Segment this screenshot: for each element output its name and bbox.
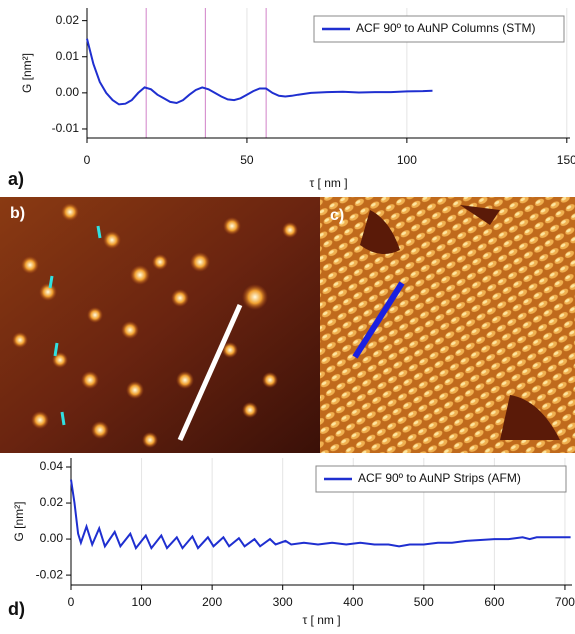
panel-label: d) xyxy=(8,599,25,619)
y-tick-label: 0.02 xyxy=(40,495,64,509)
legend-label: ACF 90º to AuNP Columns (STM) xyxy=(356,21,536,35)
x-tick-label: 0 xyxy=(84,153,91,167)
data-line xyxy=(86,38,433,106)
x-tick-label: 150 xyxy=(557,153,575,167)
y-axis-label: G [nm²] xyxy=(20,53,34,93)
y-tick-label: -0.01 xyxy=(52,121,80,135)
y-tick-label: 0.00 xyxy=(40,531,64,545)
x-tick-label: 100 xyxy=(397,153,417,167)
y-tick-label: 0.01 xyxy=(56,49,80,63)
x-tick-label: 200 xyxy=(202,595,222,609)
legend-label: ACF 90º to AuNP Strips (AFM) xyxy=(358,471,521,485)
x-tick-label: 600 xyxy=(484,595,504,609)
panel-label: a) xyxy=(8,169,24,189)
x-axis-label: τ [ nm ] xyxy=(309,176,347,190)
y-tick-label: 0.04 xyxy=(40,459,64,473)
y-tick-label: -0.02 xyxy=(36,567,64,581)
x-tick-label: 500 xyxy=(414,595,434,609)
x-tick-label: 100 xyxy=(132,595,152,609)
legend-box xyxy=(315,465,567,493)
y-tick-label: 0.02 xyxy=(56,13,80,27)
x-tick-label: 0 xyxy=(68,595,75,609)
x-tick-label: 300 xyxy=(273,595,293,609)
panel-label: b) xyxy=(10,205,25,222)
x-tick-label: 700 xyxy=(555,595,575,609)
x-tick-label: 50 xyxy=(240,153,254,167)
x-tick-label: 400 xyxy=(343,595,363,609)
data-line xyxy=(70,479,571,551)
panel-label: c) xyxy=(330,207,344,224)
afm-image: c) xyxy=(320,197,575,453)
legend-box xyxy=(313,15,565,43)
stm-image: b) xyxy=(0,197,320,453)
y-tick-label: 0.00 xyxy=(56,85,80,99)
y-axis-label: G [nm²] xyxy=(12,501,26,541)
x-axis-label: τ [ nm ] xyxy=(302,613,340,627)
